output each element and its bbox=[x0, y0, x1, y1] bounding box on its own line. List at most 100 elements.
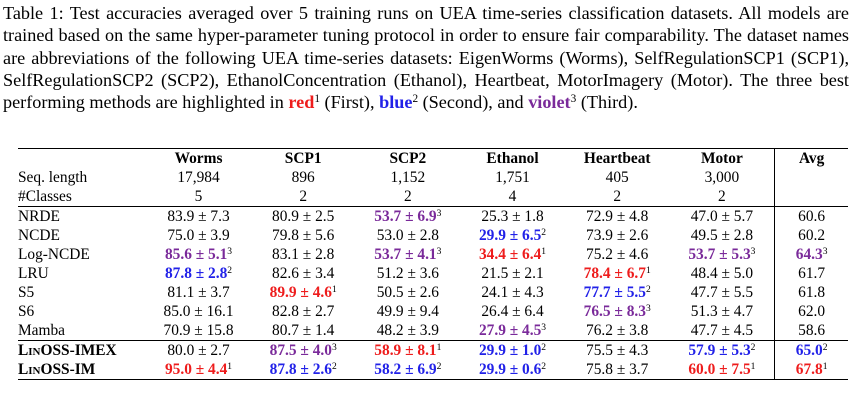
cell-scp1: 89.9 ± 4.61 bbox=[251, 283, 356, 302]
model-name: NCDE bbox=[18, 226, 146, 245]
model-name-text: Mamba bbox=[18, 322, 66, 339]
cell-value: 89.9 ± 4.6 bbox=[269, 284, 332, 301]
cell-heartbeat: 73.9 ± 2.6 bbox=[565, 226, 670, 245]
cell-scp2: 58.2 ± 6.92 bbox=[355, 360, 461, 380]
rank-marker: 2 bbox=[541, 226, 547, 238]
cell-value: 80.7 ± 1.4 bbox=[272, 322, 335, 339]
meta-value-ethanol: 1,751 bbox=[495, 169, 530, 186]
meta-label: Seq. length bbox=[18, 169, 88, 186]
col-header-worms: Worms bbox=[146, 148, 251, 168]
cell-heartbeat: 76.2 ± 3.8 bbox=[565, 321, 670, 341]
cell-value: 25.3 ± 1.8 bbox=[481, 208, 544, 225]
cell-value: 53.7 ± 5.3 bbox=[688, 246, 751, 263]
meta-value-worms: 17,984 bbox=[177, 169, 220, 186]
rank-marker: 1 bbox=[227, 360, 233, 372]
cell-heartbeat: 72.9 ± 4.8 bbox=[564, 206, 670, 226]
cell-value: 87.5 ± 4.0 bbox=[269, 342, 332, 359]
col-header-scp1: SCP1 bbox=[250, 148, 356, 168]
cell-heartbeat: 78.4 ± 6.71 bbox=[565, 264, 670, 283]
cell-value: 53.7 ± 4.1 bbox=[374, 246, 437, 263]
rank-marker: 1 bbox=[331, 283, 337, 295]
cell-scp1: 80.9 ± 2.5 bbox=[250, 206, 356, 226]
model-name-text: LinOSS-IMEX bbox=[18, 342, 117, 359]
legend-violet-word: violet bbox=[528, 92, 571, 113]
cell-scp1: 82.6 ± 3.4 bbox=[251, 264, 356, 283]
cell-value: 82.8 ± 2.7 bbox=[272, 303, 335, 320]
model-name: S6 bbox=[18, 302, 146, 321]
rank-marker: 3 bbox=[436, 245, 442, 257]
cell-value: 72.9 ± 4.8 bbox=[586, 208, 649, 225]
meta-row: Seq. length 17,984 896 1,152 1,751 405 3,000 bbox=[18, 168, 848, 187]
model-rows: NRDE 83.9 ± 7.3 80.9 ± 2.5 53.7 ± 6.93 25.3 … bbox=[18, 206, 848, 380]
cell-value: 75.5 ± 4.3 bbox=[586, 342, 649, 359]
meta-row: #Classes 5 2 2 4 2 2 bbox=[18, 187, 848, 207]
rank-marker: 2 bbox=[822, 341, 828, 353]
cell-value: 61.7 bbox=[798, 265, 826, 282]
meta-value-motor: 2 bbox=[718, 188, 726, 205]
cell-value: 76.2 ± 3.8 bbox=[586, 322, 649, 339]
cell-scp1: 79.8 ± 5.6 bbox=[251, 226, 356, 245]
results-table: Worms SCP1 SCP2 Ethanol Heartbeat Motor … bbox=[18, 148, 848, 380]
cell-scp2: 49.9 ± 9.4 bbox=[356, 302, 461, 321]
cell-value: 80.0 ± 2.7 bbox=[167, 342, 230, 359]
model-name-text: S5 bbox=[18, 284, 35, 301]
legend-blue-word: blue bbox=[379, 92, 413, 113]
rank-marker: 3 bbox=[436, 207, 442, 219]
cell-value: 85.6 ± 5.1 bbox=[164, 246, 228, 263]
cell-heartbeat: 75.5 ± 4.3 bbox=[564, 340, 670, 360]
cell-value: 24.1 ± 4.3 bbox=[481, 284, 544, 301]
cell-avg: 65.02 bbox=[774, 340, 848, 360]
cell-motor: 53.7 ± 5.33 bbox=[670, 245, 775, 264]
legend-violet-rank: 3 bbox=[570, 92, 577, 105]
cell-value: 58.9 ± 8.1 bbox=[374, 342, 437, 359]
cell-value: 57.9 ± 5.3 bbox=[688, 342, 751, 359]
cell-scp1: 83.1 ± 2.8 bbox=[251, 245, 356, 264]
cell-value: 47.7 ± 4.5 bbox=[690, 322, 754, 339]
meta-value-heartbeat: 405 bbox=[605, 169, 629, 186]
cell-value: 29.9 ± 6.5 bbox=[478, 227, 542, 244]
cell-value: 75.2 ± 4.6 bbox=[586, 246, 649, 263]
cell-value: 29.9 ± 0.6 bbox=[478, 361, 542, 378]
cell-scp2: 48.2 ± 3.9 bbox=[356, 321, 461, 341]
col-header-motor: Motor bbox=[669, 148, 775, 168]
cell-value: 58.2 ± 6.9 bbox=[374, 361, 437, 378]
cell-heartbeat: 75.8 ± 3.7 bbox=[564, 360, 670, 380]
cell-value: 58.6 bbox=[798, 322, 826, 339]
rank-marker: 3 bbox=[645, 302, 651, 314]
meta-value-scp1: 2 bbox=[299, 188, 308, 205]
table-row: LinOSS-IM 95.0 ± 4.41 87.8 ± 2.62 58.2 ± 6.… bbox=[18, 360, 848, 380]
cell-value: 83.9 ± 7.3 bbox=[167, 208, 230, 225]
model-name-text: NCDE bbox=[18, 227, 60, 244]
rank-marker: 2 bbox=[750, 341, 756, 353]
cell-scp1: 80.7 ± 1.4 bbox=[251, 321, 356, 341]
cell-ethanol: 26.4 ± 6.4 bbox=[460, 302, 565, 321]
header-row: Worms SCP1 SCP2 Ethanol Heartbeat Motor … bbox=[18, 148, 848, 168]
cell-value: 60.0 ± 7.5 bbox=[688, 361, 751, 378]
cell-value: 53.7 ± 6.9 bbox=[374, 208, 437, 225]
model-name: S5 bbox=[18, 283, 146, 302]
cell-value: 80.9 ± 2.5 bbox=[272, 208, 335, 225]
cell-ethanol: 27.9 ± 4.53 bbox=[460, 321, 565, 341]
cell-avg: 64.33 bbox=[774, 245, 848, 264]
col-header-heartbeat: Heartbeat bbox=[564, 148, 670, 168]
cell-scp2: 58.9 ± 8.11 bbox=[355, 340, 461, 360]
meta-value-avg bbox=[774, 168, 848, 187]
cell-value: 48.2 ± 3.9 bbox=[376, 322, 440, 339]
caption-text: Table 1: Test accuracies averaged over 5… bbox=[3, 3, 849, 113]
rank-marker: 1 bbox=[541, 245, 547, 257]
cell-value: 87.8 ± 2.6 bbox=[269, 361, 332, 378]
table-row: Log-NCDE 85.6 ± 5.13 83.1 ± 2.8 53.7 ± 4.13… bbox=[18, 245, 848, 264]
cell-value: 95.0 ± 4.4 bbox=[164, 361, 228, 378]
col-header-ethanol: Ethanol bbox=[460, 148, 565, 168]
model-name-text: LinOSS-IM bbox=[18, 361, 96, 378]
cell-motor: 60.0 ± 7.51 bbox=[669, 360, 775, 380]
cell-heartbeat: 77.7 ± 5.52 bbox=[565, 283, 670, 302]
cell-value: 83.1 ± 2.8 bbox=[272, 246, 335, 263]
cell-avg: 62.0 bbox=[774, 302, 848, 321]
cell-scp1: 87.8 ± 2.62 bbox=[250, 360, 356, 380]
model-name: NRDE bbox=[18, 206, 147, 226]
cell-value: 60.6 bbox=[798, 208, 826, 225]
cell-motor: 47.7 ± 5.5 bbox=[670, 283, 775, 302]
cell-ethanol: 21.5 ± 2.1 bbox=[460, 264, 565, 283]
